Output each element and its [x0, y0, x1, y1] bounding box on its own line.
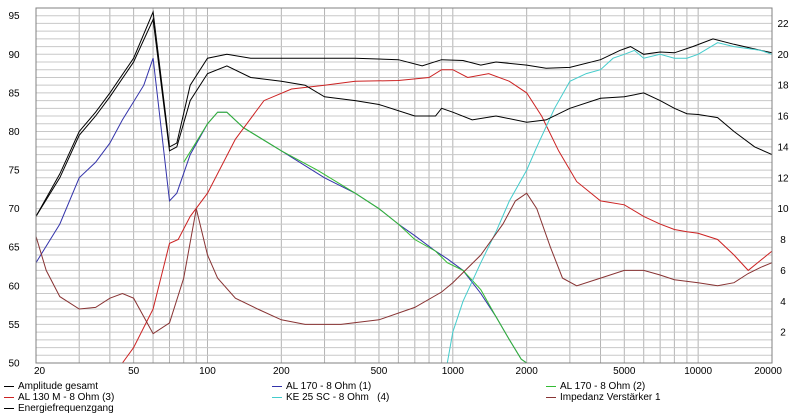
x-tick-label: 500 [371, 366, 388, 376]
y-right-tick-label: 18 [777, 81, 789, 92]
series-line-1 [35, 9, 773, 217]
y-right-tick-label: 6 [780, 266, 786, 277]
legend-label: AL 130 M - 8 Ohm (3) [18, 392, 115, 403]
legend-swatch [4, 396, 14, 398]
legend-item-al170-1: AL 170 - 8 Ohm (1) [272, 381, 371, 393]
x-tick-label: 50 [128, 366, 140, 376]
series-layer [35, 9, 773, 364]
x-tick-label: 100 [199, 366, 216, 376]
x-tick-label: 20 [34, 366, 46, 376]
series-line-3 [183, 111, 527, 364]
legend-label: Energiefrequenzgang [18, 403, 114, 414]
legend-label: KE 25 SC - 8 Ohm (4) [286, 392, 390, 403]
legend-item-amplitude-gesamt: Amplitude gesamt [4, 381, 98, 393]
y-left-tick-label: 90 [8, 50, 20, 61]
legend-swatch [546, 396, 556, 398]
legend-swatch [4, 407, 14, 409]
x-tick-label: 1000 [442, 366, 465, 376]
y-left-tick-label: 85 [8, 88, 20, 99]
legend-item-ke25sc-4: KE 25 SC - 8 Ohm (4) [272, 392, 389, 404]
y-left-tick-label: 75 [8, 166, 20, 177]
y-right-tick-label: 22 [777, 19, 789, 30]
legend-swatch [272, 385, 282, 387]
x-tick-label: 5000 [613, 366, 636, 376]
y-right-tick-label: 4 [780, 297, 786, 308]
legend-label: AL 170 - 8 Ohm (1) [286, 381, 372, 392]
series-line-4 [36, 69, 773, 364]
legend-label: AL 170 - 8 Ohm (2) [560, 381, 646, 392]
y-right-tick-label: 12 [777, 173, 789, 184]
legend-swatch [272, 396, 282, 398]
plot-frame [35, 7, 773, 364]
legend-swatch [546, 385, 556, 387]
y-right-tick-label: 8 [780, 235, 786, 246]
x-tick-label: 10000 [684, 366, 712, 376]
x-tick-label: 2000 [516, 366, 539, 376]
y-right-tick-label: 16 [777, 112, 789, 123]
y-left-tick-label: 80 [8, 127, 20, 138]
y-left-tick-label: 70 [8, 204, 20, 215]
right-y-axis-ticks: 2 4 6 8 10 12 14 16 18 20 22 [777, 19, 789, 339]
legend-item-impedanz: Impedanz Verstärker 1 [546, 392, 661, 404]
legend-item-energiefrequenzgang: Energiefrequenzgang [4, 403, 114, 415]
y-left-tick-label: 55 [8, 320, 20, 331]
series-line-6 [35, 192, 773, 335]
frequency-response-chart: 20 50 100 200 500 1000 2000 5000 10000 20000 50 55… [8, 7, 789, 376]
legend-label: Impedanz Verstärker 1 [560, 392, 661, 403]
y-right-tick-label: 20 [777, 50, 789, 61]
y-left-tick-label: 60 [8, 281, 20, 292]
legend-swatch [4, 385, 14, 387]
series-line-7 [35, 17, 773, 217]
x-tick-label: 200 [273, 366, 290, 376]
legend-label: Amplitude gesamt [18, 381, 99, 392]
legend-item-al170-2: AL 170 - 8 Ohm (2) [546, 381, 645, 393]
x-tick-label: 20000 [754, 366, 782, 376]
left-y-axis-ticks: 50 55 60 65 70 75 80 85 90 95 [8, 11, 20, 369]
x-axis-ticks: 20 50 100 200 500 1000 2000 5000 10000 20000 [34, 366, 782, 376]
y-left-tick-label: 95 [8, 11, 20, 22]
y-left-tick-label: 65 [8, 243, 20, 254]
y-left-tick-label: 50 [8, 359, 20, 370]
y-right-tick-label: 14 [777, 142, 789, 153]
y-right-tick-label: 10 [777, 204, 789, 215]
legend: Amplitude gesamt AL 170 - 8 Ohm (1) AL 1… [0, 376, 800, 414]
y-right-tick-label: 2 [780, 328, 786, 339]
series-line-5 [435, 42, 773, 364]
legend-item-al130m-3: AL 130 M - 8 Ohm (3) [4, 392, 114, 404]
